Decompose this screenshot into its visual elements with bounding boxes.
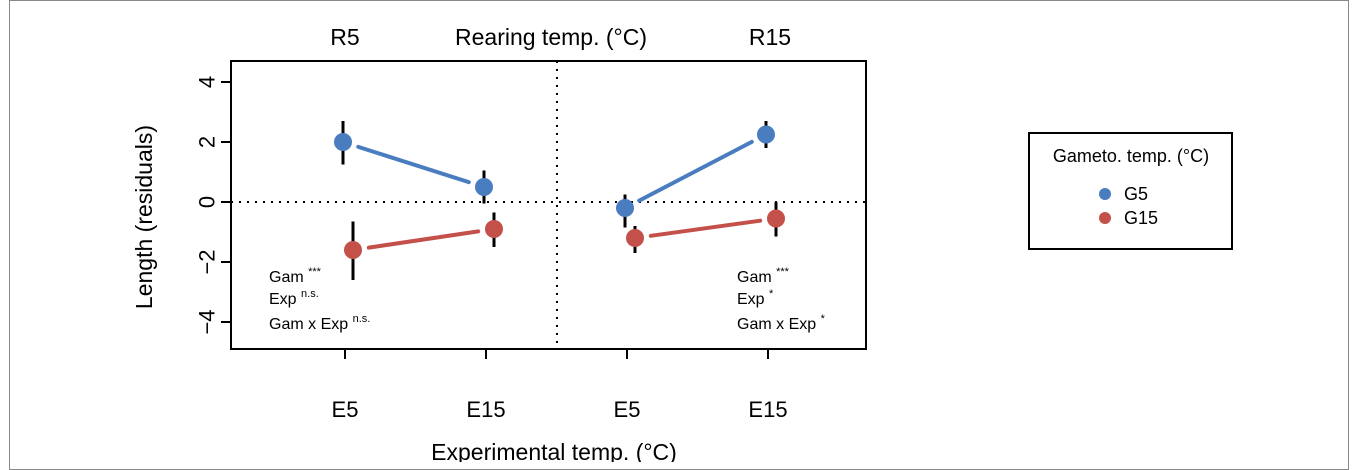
- chart-title: Rearing temp. (°C): [455, 24, 647, 50]
- legend-marker-g5: [1099, 188, 1111, 200]
- y-axis-label: Length (residuals): [131, 125, 157, 309]
- data-point-g5: [616, 199, 634, 217]
- stat-annotation: Exp *: [737, 288, 774, 308]
- y-tick-label: 0: [195, 196, 220, 208]
- title-r5: R5: [330, 24, 359, 50]
- data-point-g15: [626, 229, 644, 247]
- data-point-g15: [344, 241, 362, 259]
- stat-annotation: Exp n.s.: [269, 288, 319, 308]
- title-r15: R15: [749, 24, 791, 50]
- stat-annotation: Gam ***: [737, 266, 790, 286]
- legend-box: [1028, 132, 1233, 250]
- series-line-g15: [366, 229, 481, 250]
- series-line-g5: [637, 139, 754, 203]
- data-point-g5: [757, 125, 775, 144]
- x-tick-label: E15: [466, 397, 505, 422]
- stat-annotation: Gam x Exp *: [737, 313, 826, 333]
- x-tick-label: E5: [614, 397, 641, 422]
- y-tick-label: −2: [195, 249, 220, 274]
- data-point-g15: [485, 220, 503, 238]
- data-point-g15: [767, 209, 785, 228]
- x-tick-label: E15: [748, 397, 787, 422]
- x-tick-label: E5: [332, 397, 359, 422]
- stat-annotation: Gam x Exp n.s.: [269, 313, 370, 333]
- legend-label-g15: G15: [1124, 208, 1158, 228]
- stat-annotation: Gam ***: [269, 266, 322, 286]
- legend-title: Gameto. temp. (°C): [1053, 146, 1209, 166]
- x-axis-label: Experimental temp. (°C): [431, 439, 677, 462]
- plot-area-border: [230, 60, 867, 350]
- y-tick-label: −4: [195, 309, 220, 334]
- series-line-g5: [356, 144, 471, 185]
- legend: Gameto. temp. (°C) G5 G15: [1028, 132, 1233, 250]
- legend-label-g5: G5: [1124, 184, 1148, 204]
- data-point-g5: [334, 133, 352, 151]
- legend-marker-g15: [1099, 212, 1111, 224]
- y-tick-label: 2: [195, 136, 220, 148]
- y-tick-label: 4: [195, 76, 220, 88]
- series-line-g15: [648, 218, 763, 238]
- data-point-g5: [475, 178, 493, 196]
